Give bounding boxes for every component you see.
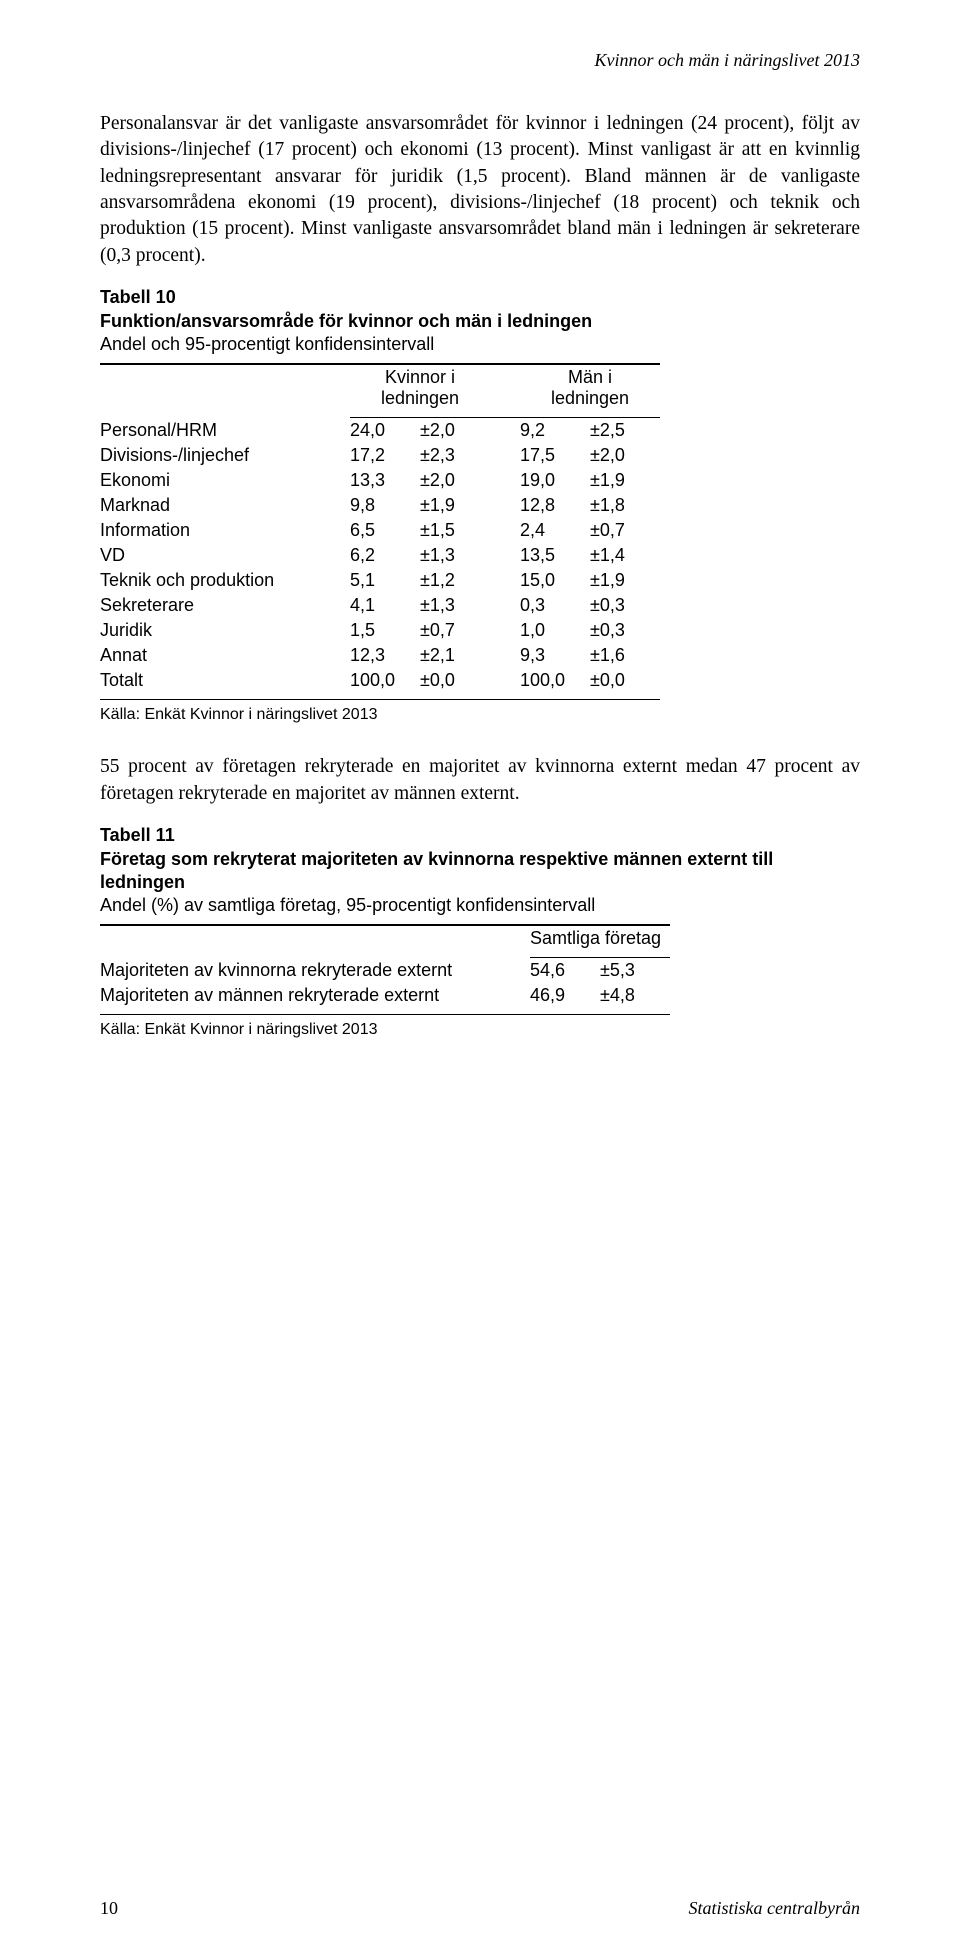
page-number: 10 <box>100 1898 118 1919</box>
row-ci: ±1,4 <box>590 543 660 568</box>
table-row: Totalt 100,0 ±0,0 100,0 ±0,0 <box>100 668 660 693</box>
table-row: Juridik 1,5 ±0,7 1,0 ±0,3 <box>100 618 660 643</box>
table11-title: Företag som rekryterat majoriteten av kv… <box>100 848 860 893</box>
row-ci: ±1,6 <box>590 643 660 668</box>
table10-subtitle: Andel och 95-procentigt konfidensinterva… <box>100 334 860 355</box>
row-ci: ±5,3 <box>600 958 670 983</box>
paragraph-1: Personalansvar är det vanligaste ansvars… <box>100 111 860 269</box>
row-label: Majoriteten av männen rekryterade extern… <box>100 983 500 1008</box>
row-ci: ±2,0 <box>420 468 490 493</box>
row-ci: ±1,3 <box>420 593 490 618</box>
row-value: 54,6 <box>530 958 600 983</box>
row-ci: ±1,9 <box>590 568 660 593</box>
row-ci: ±0,3 <box>590 593 660 618</box>
row-value: 46,9 <box>530 983 600 1008</box>
row-value: 4,1 <box>350 593 420 618</box>
table10-source: Källa: Enkät Kvinnor i näringslivet 2013 <box>100 706 860 724</box>
table-row: Information 6,5 ±1,5 2,4 ±0,7 <box>100 518 660 543</box>
table-row: Annat 12,3 ±2,1 9,3 ±1,6 <box>100 643 660 668</box>
row-value: 1,0 <box>520 618 590 643</box>
table10-label: Tabell 10 <box>100 287 860 308</box>
row-ci: ±1,2 <box>420 568 490 593</box>
row-ci: ±0,0 <box>420 668 490 693</box>
row-ci: ±1,9 <box>420 493 490 518</box>
table-row: Marknad 9,8 ±1,9 12,8 ±1,8 <box>100 493 660 518</box>
running-head: Kvinnor och män i näringslivet 2013 <box>100 50 860 71</box>
table-row: Majoriteten av kvinnorna rekryterade ext… <box>100 958 670 983</box>
row-ci: ±2,0 <box>420 418 490 443</box>
table-row: Personal/HRM 24,0 ±2,0 9,2 ±2,5 <box>100 418 660 443</box>
row-label: Annat <box>100 643 320 668</box>
row-value: 9,2 <box>520 418 590 443</box>
table10: Kvinnor iledningen Män iledningen Person… <box>100 363 860 700</box>
table-row: Sekreterare 4,1 ±1,3 0,3 ±0,3 <box>100 593 660 618</box>
row-label: Divisions-/linjechef <box>100 443 320 468</box>
row-ci: ±2,0 <box>590 443 660 468</box>
row-value: 13,5 <box>520 543 590 568</box>
row-label: VD <box>100 543 320 568</box>
table-row: Divisions-/linjechef 17,2 ±2,3 17,5 ±2,0 <box>100 443 660 468</box>
row-label: Information <box>100 518 320 543</box>
row-value: 24,0 <box>350 418 420 443</box>
row-ci: ±0,7 <box>420 618 490 643</box>
row-value: 6,5 <box>350 518 420 543</box>
table11: Samtliga företag Majoriteten av kvinnorn… <box>100 924 860 1015</box>
row-label: Sekreterare <box>100 593 320 618</box>
row-label: Teknik och produktion <box>100 568 320 593</box>
row-value: 12,8 <box>520 493 590 518</box>
row-ci: ±1,8 <box>590 493 660 518</box>
row-label: Marknad <box>100 493 320 518</box>
table10-header-row: Kvinnor iledningen Män iledningen <box>100 365 660 411</box>
table11-label: Tabell 11 <box>100 825 860 846</box>
row-value: 17,5 <box>520 443 590 468</box>
row-value: 6,2 <box>350 543 420 568</box>
table-row: Teknik och produktion 5,1 ±1,2 15,0 ±1,9 <box>100 568 660 593</box>
row-ci: ±4,8 <box>600 983 670 1008</box>
page: Kvinnor och män i näringslivet 2013 Pers… <box>0 0 960 1959</box>
row-label: Majoriteten av kvinnorna rekryterade ext… <box>100 958 500 983</box>
row-ci: ±1,5 <box>420 518 490 543</box>
table11-source: Källa: Enkät Kvinnor i näringslivet 2013 <box>100 1021 860 1039</box>
table-row: Ekonomi 13,3 ±2,0 19,0 ±1,9 <box>100 468 660 493</box>
row-ci: ±2,1 <box>420 643 490 668</box>
row-ci: ±2,3 <box>420 443 490 468</box>
row-label: Juridik <box>100 618 320 643</box>
row-value: 0,3 <box>520 593 590 618</box>
row-ci: ±1,3 <box>420 543 490 568</box>
table-row: VD 6,2 ±1,3 13,5 ±1,4 <box>100 543 660 568</box>
row-label: Personal/HRM <box>100 418 320 443</box>
row-label: Ekonomi <box>100 468 320 493</box>
paragraph-2: 55 procent av företagen rekryterade en m… <box>100 754 860 807</box>
row-value: 1,5 <box>350 618 420 643</box>
table11-header-row: Samtliga företag <box>100 926 670 951</box>
table10-title: Funktion/ansvarsområde för kvinnor och m… <box>100 310 860 333</box>
footer-publisher: Statistiska centralbyrån <box>689 1898 860 1919</box>
row-value: 9,8 <box>350 493 420 518</box>
table11-subtitle: Andel (%) av samtliga företag, 95-procen… <box>100 895 860 916</box>
row-value: 19,0 <box>520 468 590 493</box>
row-value: 100,0 <box>350 668 420 693</box>
row-label: Totalt <box>100 668 320 693</box>
row-value: 17,2 <box>350 443 420 468</box>
row-value: 13,3 <box>350 468 420 493</box>
row-value: 2,4 <box>520 518 590 543</box>
row-ci: ±0,3 <box>590 618 660 643</box>
row-ci: ±2,5 <box>590 418 660 443</box>
table11-col-head: Samtliga företag <box>530 926 670 951</box>
page-footer: 10 Statistiska centralbyrån <box>100 1898 860 1919</box>
table10-col2-head: Män iledningen <box>520 365 660 411</box>
row-value: 100,0 <box>520 668 590 693</box>
row-value: 12,3 <box>350 643 420 668</box>
table-row: Majoriteten av männen rekryterade extern… <box>100 983 670 1008</box>
row-ci: ±1,9 <box>590 468 660 493</box>
row-value: 5,1 <box>350 568 420 593</box>
row-value: 15,0 <box>520 568 590 593</box>
table10-col1-head: Kvinnor iledningen <box>350 365 490 411</box>
row-ci: ±0,7 <box>590 518 660 543</box>
row-ci: ±0,0 <box>590 668 660 693</box>
row-value: 9,3 <box>520 643 590 668</box>
